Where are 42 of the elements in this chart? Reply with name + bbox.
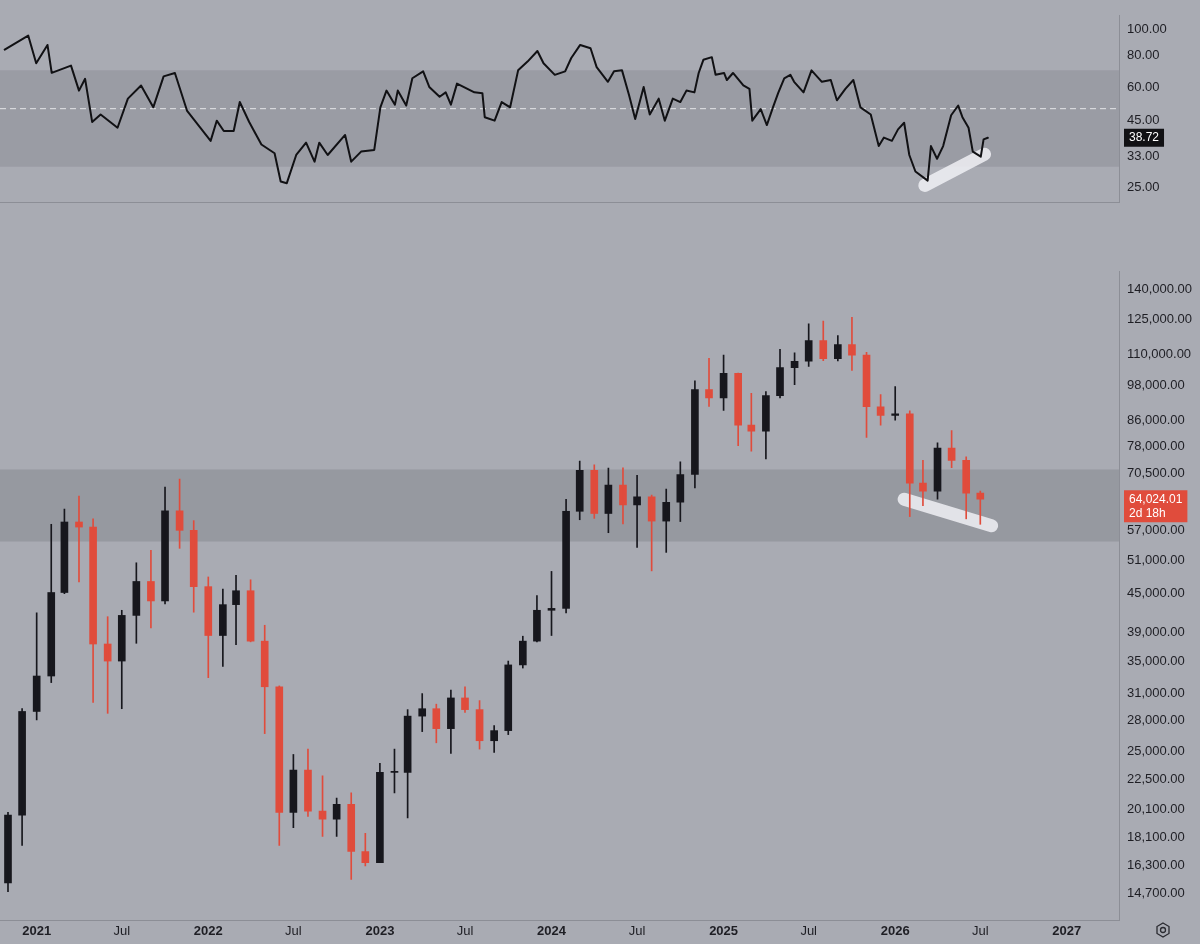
y-tick-label: 33.00 — [1127, 147, 1160, 163]
y-tick-label: 18,100.00 — [1127, 829, 1185, 845]
y-tick-label: 78,000.00 — [1127, 437, 1185, 453]
y-tick-label: 100.00 — [1127, 21, 1167, 37]
y-tick-label: 80.00 — [1127, 46, 1160, 62]
y-tick-label: 25.00 — [1127, 179, 1160, 195]
y-tick-label: 35,000.00 — [1127, 652, 1185, 668]
text: 64,024.01 — [1129, 491, 1183, 506]
y-tick-label: 60.00 — [1127, 79, 1160, 95]
y-tick-label: 51,000.00 — [1127, 551, 1185, 567]
y-tick-label: 14,700.00 — [1127, 885, 1185, 901]
x-tick-label: 2022 — [193, 922, 223, 938]
y-tick-label: 140,000.00 — [1127, 281, 1193, 297]
x-tick-label: Jul — [285, 922, 302, 938]
x-tick-label: 2021 — [22, 922, 52, 938]
y-tick-label: 39,000.00 — [1127, 623, 1185, 639]
y-tick-label: 25,000.00 — [1127, 742, 1185, 758]
x-tick-label: Jul — [113, 922, 131, 938]
y-tick-label: 125,000.00 — [1127, 311, 1193, 327]
x-tick-label: 2023 — [365, 922, 395, 938]
x-tick-label: Jul — [800, 922, 818, 938]
y-tick-label: 31,000.00 — [1127, 685, 1185, 701]
y-tick-label: 86,000.00 — [1127, 411, 1185, 427]
y-tick-label: 20,100.00 — [1127, 801, 1185, 817]
text: 38.72 — [1129, 130, 1160, 145]
x-tick-label: 2026 — [880, 922, 910, 938]
y-tick-label: 70,500.00 — [1127, 464, 1185, 480]
y-tick-label: 16,300.00 — [1127, 857, 1185, 873]
text: 2d 18h — [1129, 505, 1166, 520]
x-tick-label: 2024 — [537, 922, 567, 938]
y-tick-label: 45.00 — [1127, 112, 1160, 128]
y-tick-label: 110,000.00 — [1127, 345, 1192, 361]
y-tick-label: 22,500.00 — [1127, 771, 1185, 787]
x-tick-label: Jul — [456, 922, 474, 938]
y-tick-label: 28,000.00 — [1127, 712, 1185, 728]
x-tick-label: Jul — [628, 922, 646, 938]
y-tick-label: 98,000.00 — [1127, 376, 1185, 392]
y-tick-label: 57,000.00 — [1127, 521, 1185, 537]
x-tick-label: 2025 — [709, 922, 739, 938]
y-tick-label: 45,000.00 — [1127, 585, 1185, 601]
x-tick-label: Jul — [971, 922, 989, 938]
x-tick-label: 2027 — [1052, 922, 1082, 938]
